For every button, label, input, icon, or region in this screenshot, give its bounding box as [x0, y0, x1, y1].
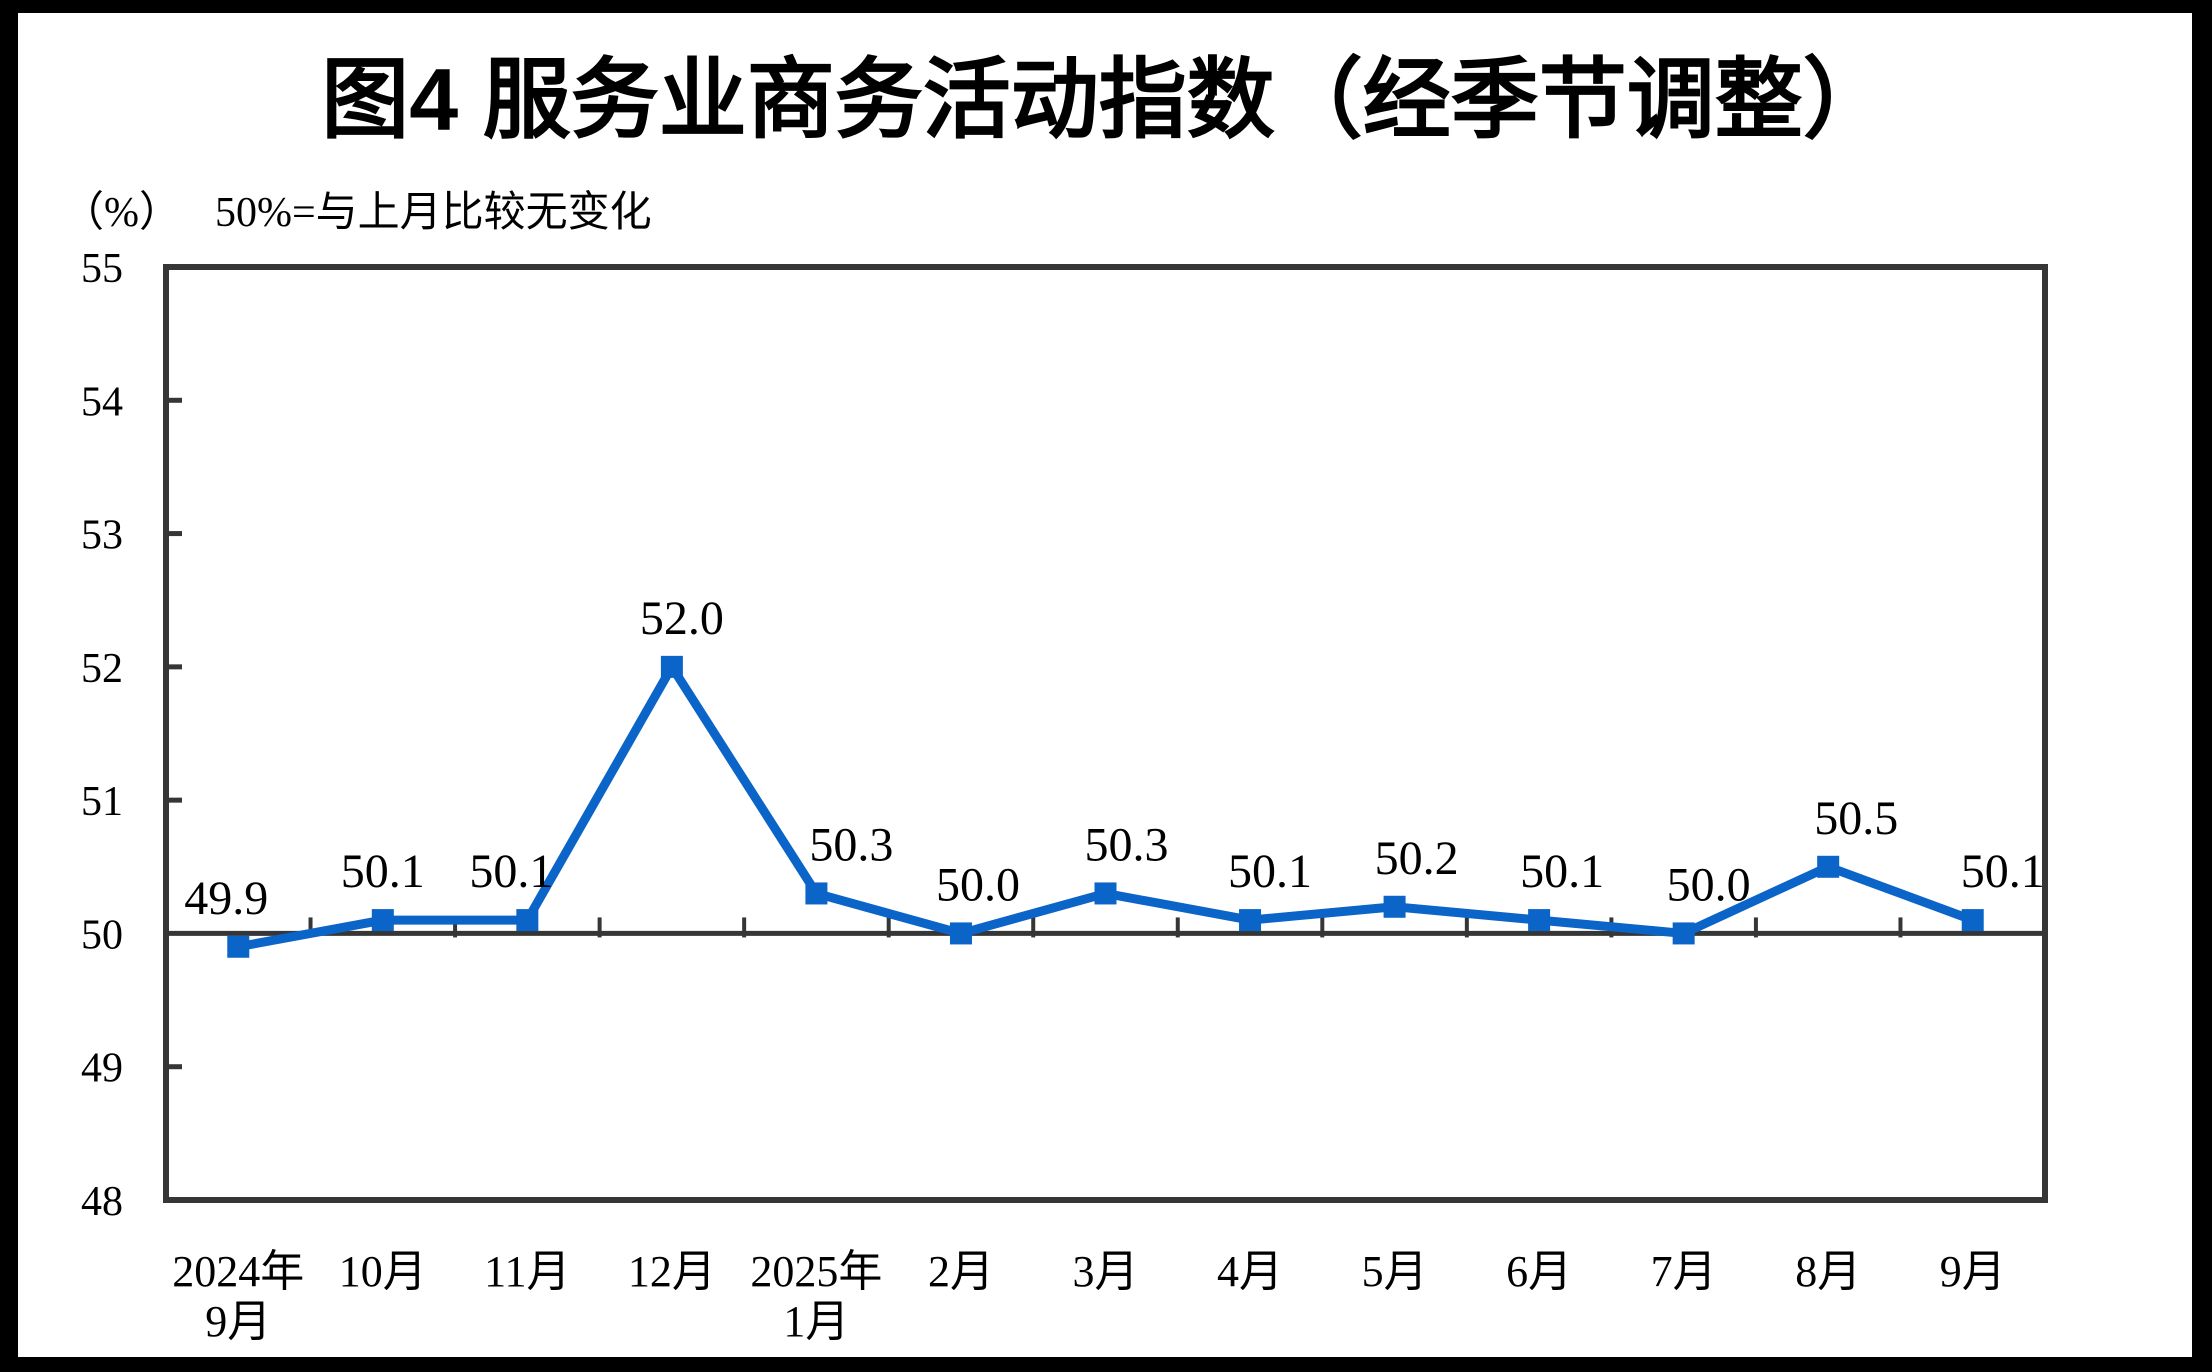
data-label: 52.0	[640, 592, 724, 645]
chart-title: 图4 服务业商务活动指数（经季节调整）	[321, 50, 1891, 149]
x-axis-label: 11月	[484, 1247, 570, 1296]
data-label: 50.2	[1375, 832, 1459, 885]
series-marker	[1383, 895, 1406, 918]
series-marker	[1528, 909, 1551, 932]
series-marker	[516, 909, 539, 932]
y-axis-unit-label: （%）	[62, 190, 181, 236]
data-label: 50.5	[1814, 792, 1898, 845]
x-axis-label: 12月	[628, 1247, 716, 1296]
data-label: 49.9	[184, 872, 268, 925]
series-marker	[949, 922, 972, 945]
reference-note: 50%=与上月比较无变化	[215, 190, 652, 236]
x-axis-label: 6月	[1506, 1247, 1572, 1296]
x-axis-label: 10月	[339, 1247, 427, 1296]
series-marker	[1961, 909, 1984, 932]
data-label: 50.1	[469, 845, 553, 898]
y-axis-tick-label: 54	[81, 379, 123, 425]
data-label: 50.1	[1961, 845, 2045, 898]
x-axis-label: 8月	[1795, 1247, 1861, 1296]
series-marker	[1817, 855, 1840, 878]
data-label: 50.3	[1085, 818, 1169, 871]
y-axis: 48 49 50 51 52 53 54 55	[81, 246, 182, 1225]
y-axis-tick-label: 51	[81, 779, 123, 825]
x-axis-label: 3月	[1073, 1247, 1139, 1296]
data-labels-group: 49.9 50.1 50.1 52.0 50.3 50.0 50.3 50.1 50.2 50.1…	[184, 592, 2044, 925]
x-axis-label: 1月	[783, 1297, 849, 1346]
plot-border	[163, 264, 2048, 1203]
figure-background	[18, 13, 2192, 1357]
y-axis-tick-label: 49	[81, 1046, 123, 1092]
data-label: 50.0	[936, 858, 1020, 911]
y-axis-tick-label: 48	[81, 1179, 123, 1225]
series-group	[227, 655, 1984, 958]
plot-area	[163, 264, 2048, 1203]
series-marker	[660, 655, 683, 678]
subtitle-row: （%） 50%=与上月比较无变化	[62, 192, 652, 234]
x-axis-label: 2024年	[172, 1247, 304, 1296]
data-label: 50.1	[1520, 845, 1604, 898]
series-marker	[1094, 882, 1117, 905]
data-label: 50.1	[1228, 845, 1312, 898]
data-label: 50.3	[809, 818, 893, 871]
y-axis-tick-label: 52	[81, 646, 123, 692]
data-label: 50.1	[341, 845, 425, 898]
series-marker	[371, 909, 394, 932]
series-marker	[1239, 909, 1262, 932]
x-axis-label: 7月	[1651, 1247, 1717, 1296]
data-label: 50.0	[1667, 858, 1751, 911]
y-axis-tick-label: 50	[81, 912, 123, 958]
x-axis-label: 9月	[205, 1297, 271, 1346]
x-axis-label: 9月	[1940, 1247, 2006, 1296]
y-axis-tick-label: 55	[81, 246, 123, 292]
y-axis-tick-label: 53	[81, 513, 123, 559]
x-axis-label: 5月	[1362, 1247, 1428, 1296]
series-marker	[805, 882, 828, 905]
x-axis-label: 2025年	[750, 1247, 882, 1296]
x-axis-label: 4月	[1217, 1247, 1283, 1296]
series-marker	[1672, 922, 1695, 945]
series-marker	[227, 935, 250, 958]
x-axis-label: 2月	[928, 1247, 994, 1296]
